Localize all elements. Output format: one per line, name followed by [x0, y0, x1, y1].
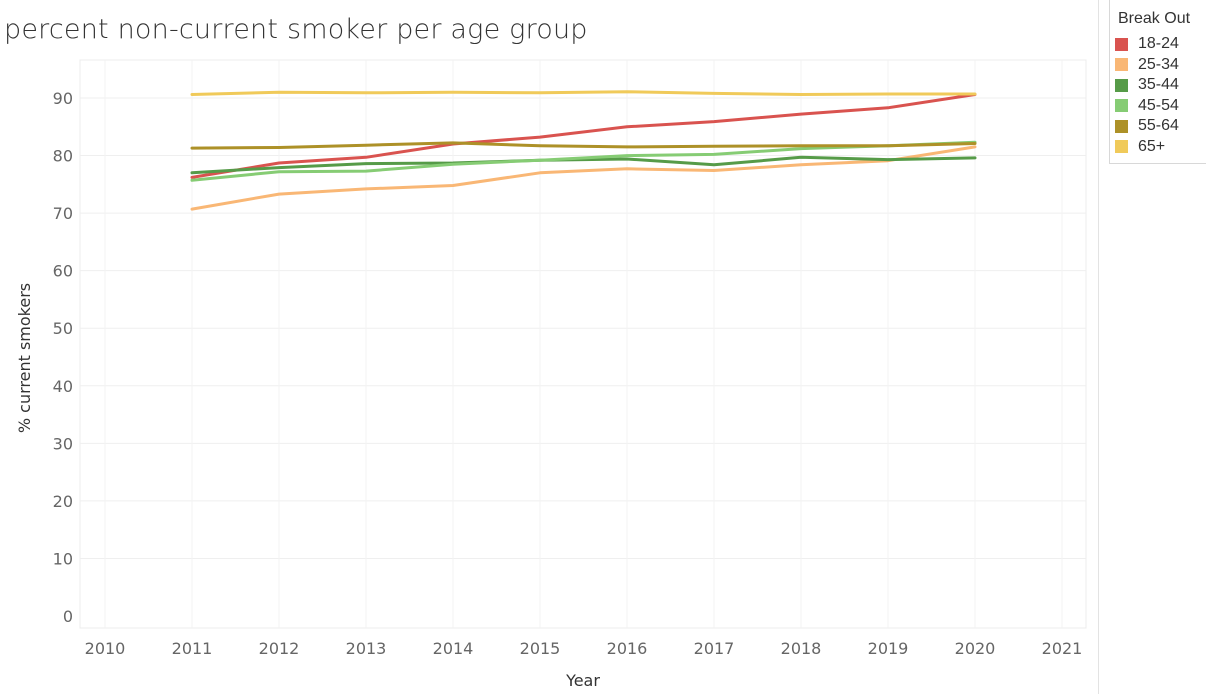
series-lines — [190, 90, 977, 211]
legend-item-25-34[interactable]: 25-34 — [1110, 55, 1206, 76]
x-tick-label: 2018 — [781, 639, 822, 658]
legend-item-55-64[interactable]: 55-64 — [1110, 116, 1206, 137]
grid-lines — [79, 59, 1087, 629]
legend-panel: Break Out 18-24 25-34 35-44 45-54 55-64 … — [1098, 0, 1206, 694]
x-tick-label: 2013 — [346, 639, 387, 658]
x-tick-label: 2019 — [868, 639, 909, 658]
x-tick-label: 2014 — [433, 639, 474, 658]
plot-frame — [79, 59, 1087, 629]
legend-item-45-54[interactable]: 45-54 — [1110, 96, 1206, 117]
legend-item-35-44[interactable]: 35-44 — [1110, 75, 1206, 96]
legend-title: Break Out — [1118, 10, 1191, 27]
y-tick-label: 10 — [53, 549, 73, 568]
series-line-18-24[interactable] — [190, 93, 977, 179]
x-tick-label: 2016 — [607, 639, 648, 658]
x-tick-label: 2015 — [520, 639, 561, 658]
line-chart: 0 10 20 30 40 50 60 70 80 90 2010 2011 2012 2013 2014… — [15, 59, 1087, 690]
x-tick-label: 2021 — [1042, 639, 1083, 658]
series-line-35-44[interactable] — [190, 155, 977, 175]
series-line-55-64[interactable] — [190, 141, 977, 150]
y-tick-label: 40 — [53, 377, 73, 396]
legend-swatch — [1115, 58, 1128, 72]
legend-swatch — [1115, 37, 1128, 51]
y-axis-ticks: 0 10 20 30 40 50 60 70 80 90 — [53, 89, 73, 626]
y-tick-label: 90 — [53, 89, 73, 108]
x-tick-label: 2017 — [694, 639, 735, 658]
legend-label: 18-24 — [1138, 35, 1179, 53]
x-tick-label: 2020 — [955, 639, 996, 658]
legend-item-65-plus[interactable]: 65+ — [1110, 137, 1206, 158]
x-tick-label: 2010 — [85, 639, 126, 658]
y-tick-label: 70 — [53, 204, 73, 223]
y-tick-label: 0 — [63, 607, 73, 626]
x-axis-ticks: 2010 2011 2012 2013 2014 2015 2016 2017 2018 2019… — [85, 639, 1083, 658]
x-axis-label: Year — [565, 671, 600, 690]
series-line-65-plus[interactable] — [190, 90, 977, 96]
chart-title: percent non-current smoker per age group — [4, 14, 588, 45]
legend-swatch — [1115, 119, 1128, 133]
series-line-25-34[interactable] — [190, 145, 977, 211]
x-tick-label: 2012 — [259, 639, 300, 658]
legend-label: 55-64 — [1138, 117, 1179, 135]
legend-label: 45-54 — [1138, 96, 1179, 114]
x-tick-label: 2011 — [172, 639, 213, 658]
legend-item-18-24[interactable]: 18-24 — [1110, 34, 1206, 55]
y-tick-label: 60 — [53, 262, 73, 281]
legend-label: 65+ — [1138, 137, 1166, 155]
y-tick-label: 80 — [53, 147, 73, 166]
legend: Break Out 18-24 25-34 35-44 45-54 55-64 … — [1109, 0, 1206, 164]
y-tick-label: 50 — [53, 319, 73, 338]
legend-label: 25-34 — [1138, 55, 1179, 73]
legend-label: 35-44 — [1138, 76, 1179, 94]
legend-swatch — [1115, 99, 1128, 113]
y-tick-label: 20 — [53, 492, 73, 511]
y-tick-label: 30 — [53, 434, 73, 453]
legend-swatch — [1115, 140, 1128, 154]
legend-swatch — [1115, 78, 1128, 92]
y-axis-label: % current smokers — [15, 283, 34, 433]
